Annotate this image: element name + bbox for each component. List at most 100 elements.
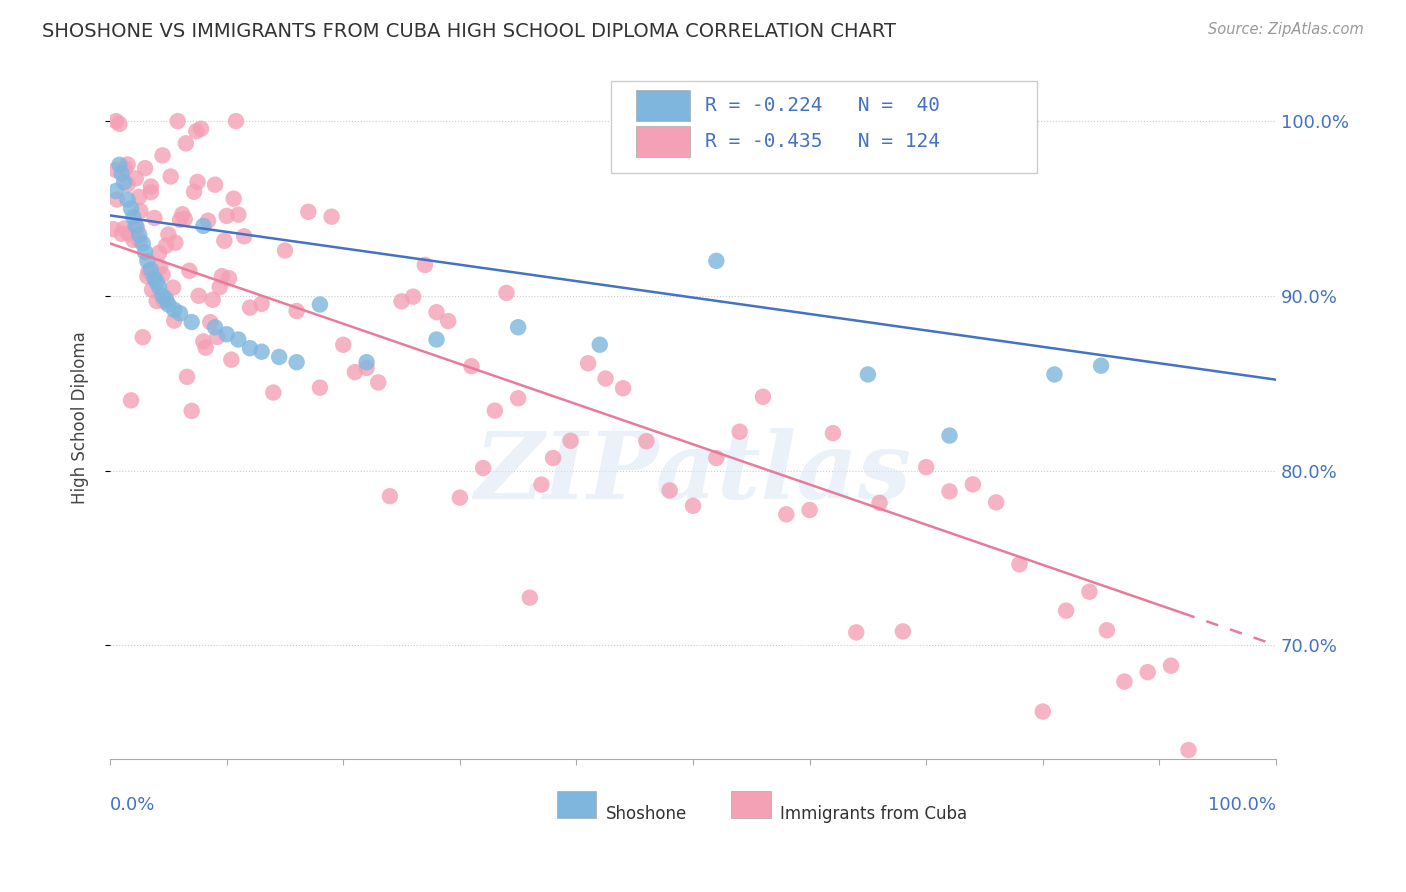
Text: ZIPatlas: ZIPatlas: [474, 427, 911, 517]
Point: [176, 369, 198, 384]
Point: [413, 258, 436, 272]
Point: [1095, 624, 1118, 638]
Point: [845, 625, 868, 640]
Point: [211, 269, 233, 284]
Point: [560, 434, 582, 448]
Point: [117, 157, 139, 171]
Point: [356, 361, 378, 376]
Point: [157, 227, 180, 242]
FancyBboxPatch shape: [612, 81, 1038, 173]
Point: [495, 285, 517, 300]
Point: [856, 368, 879, 382]
Point: [233, 229, 256, 244]
Point: [122, 233, 145, 247]
Point: [148, 280, 170, 294]
Point: [163, 313, 186, 327]
Point: [125, 219, 148, 233]
Point: [1008, 558, 1031, 572]
Text: SHOSHONE VS IMMIGRANTS FROM CUBA HIGH SCHOOL DIPLOMA CORRELATION CHART: SHOSHONE VS IMMIGRANTS FROM CUBA HIGH SC…: [42, 22, 896, 41]
Point: [179, 264, 201, 278]
Point: [173, 211, 195, 226]
Point: [148, 246, 170, 260]
Point: [218, 271, 240, 285]
Point: [208, 280, 231, 294]
Point: [112, 221, 135, 235]
Point: [1090, 359, 1112, 373]
Point: [180, 315, 202, 329]
Point: [104, 163, 127, 178]
Point: [117, 178, 139, 192]
Point: [938, 484, 960, 499]
Point: [612, 381, 634, 395]
Point: [460, 359, 482, 374]
Point: [128, 227, 150, 242]
Point: [984, 495, 1007, 509]
Point: [752, 390, 775, 404]
Point: [274, 244, 297, 258]
Point: [204, 320, 226, 334]
Point: [262, 385, 284, 400]
Point: [108, 117, 131, 131]
Point: [104, 114, 127, 128]
Point: [104, 184, 127, 198]
Point: [172, 207, 194, 221]
Point: [636, 434, 658, 449]
Point: [449, 491, 471, 505]
Point: [132, 236, 155, 251]
Point: [728, 425, 751, 439]
Point: [225, 114, 247, 128]
Point: [180, 404, 202, 418]
Point: [166, 114, 188, 128]
Point: [145, 293, 167, 308]
Point: [143, 211, 166, 225]
Point: [111, 227, 134, 241]
Text: 100.0%: 100.0%: [1208, 797, 1277, 814]
Text: R = -0.224   N =  40: R = -0.224 N = 40: [704, 95, 939, 115]
Point: [136, 269, 159, 284]
Point: [309, 297, 332, 311]
Point: [112, 175, 135, 189]
Point: [128, 233, 150, 247]
Point: [149, 260, 172, 274]
Point: [215, 327, 238, 342]
Point: [132, 330, 155, 344]
Point: [174, 136, 197, 151]
Point: [915, 460, 938, 475]
Point: [222, 192, 245, 206]
Point: [1177, 743, 1199, 757]
Point: [193, 334, 215, 349]
Point: [250, 344, 273, 359]
Point: [152, 148, 174, 162]
Point: [117, 193, 139, 207]
Point: [1114, 674, 1136, 689]
Point: [367, 376, 389, 390]
Point: [103, 222, 125, 236]
Point: [437, 314, 460, 328]
Point: [402, 290, 425, 304]
Point: [108, 158, 131, 172]
Point: [530, 477, 553, 491]
Point: [1160, 658, 1182, 673]
Point: [472, 461, 495, 475]
Point: [134, 161, 156, 176]
Point: [169, 213, 191, 227]
Point: [155, 238, 177, 252]
Point: [378, 489, 401, 503]
Point: [938, 428, 960, 442]
Point: [145, 275, 167, 289]
Point: [285, 304, 308, 318]
Point: [134, 245, 156, 260]
Point: [682, 499, 704, 513]
Point: [194, 341, 217, 355]
Point: [125, 171, 148, 186]
Point: [869, 496, 891, 510]
Point: [1032, 705, 1054, 719]
Point: [704, 253, 727, 268]
Point: [343, 365, 366, 379]
Point: [1136, 665, 1159, 680]
Point: [122, 210, 145, 224]
Point: [163, 302, 186, 317]
Point: [1078, 584, 1101, 599]
Point: [139, 262, 162, 277]
Point: [391, 294, 413, 309]
